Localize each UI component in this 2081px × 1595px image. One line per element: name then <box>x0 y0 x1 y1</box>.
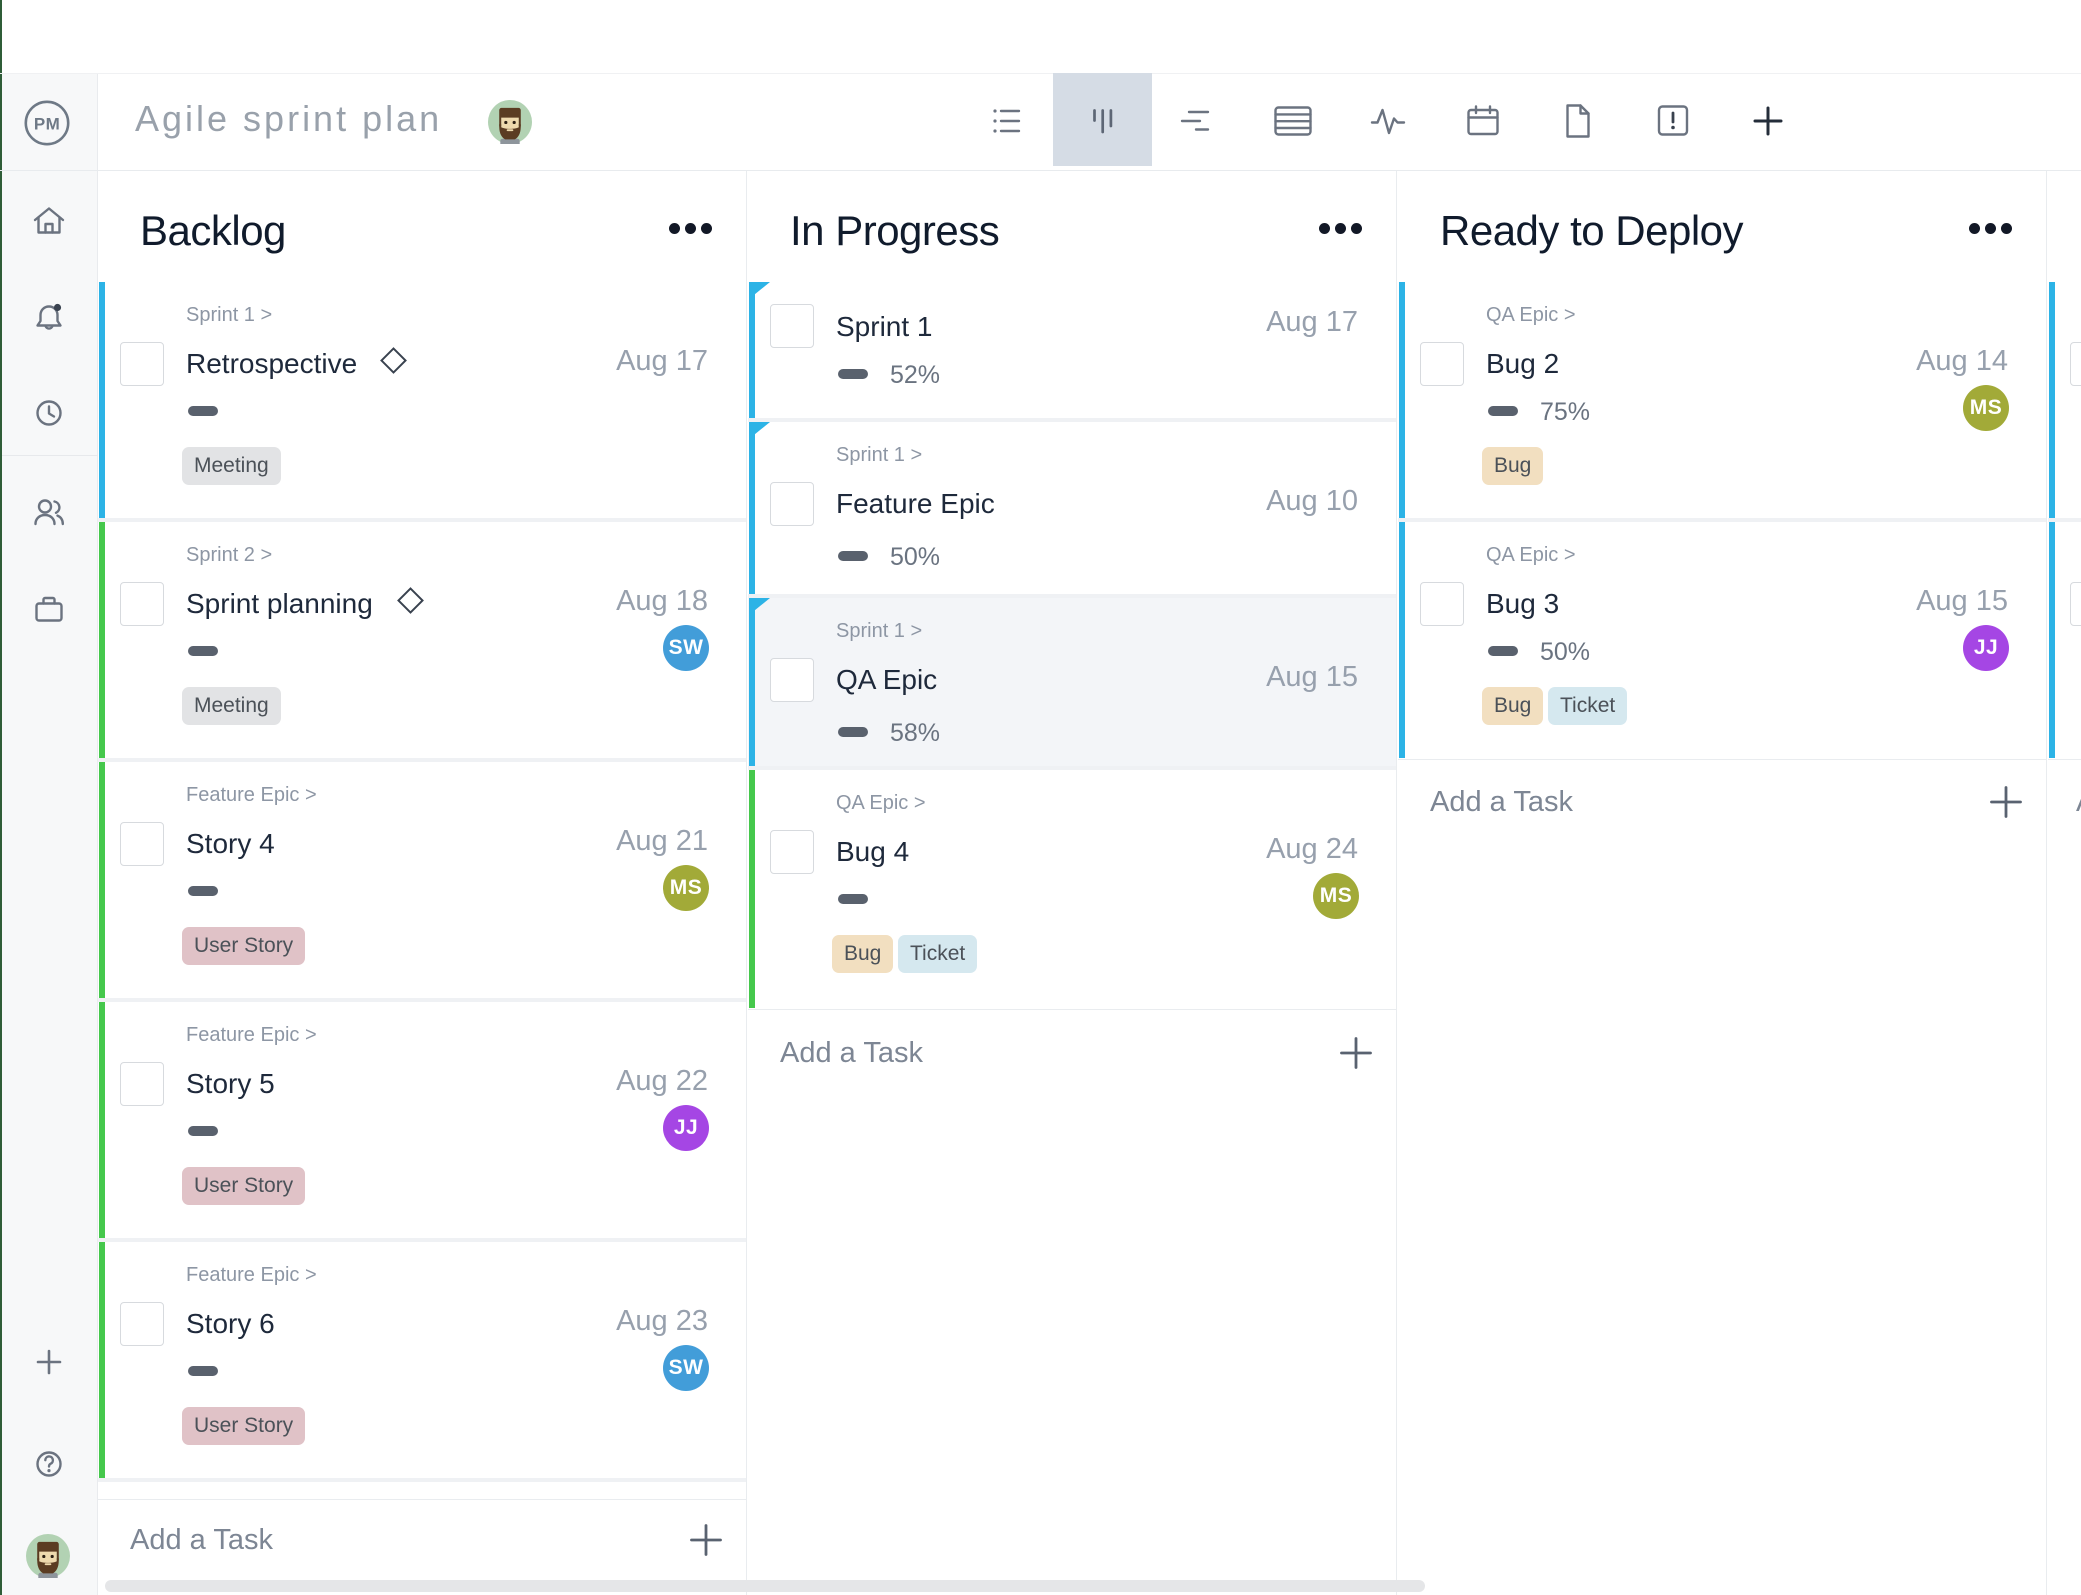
svg-text:PM: PM <box>34 115 60 134</box>
